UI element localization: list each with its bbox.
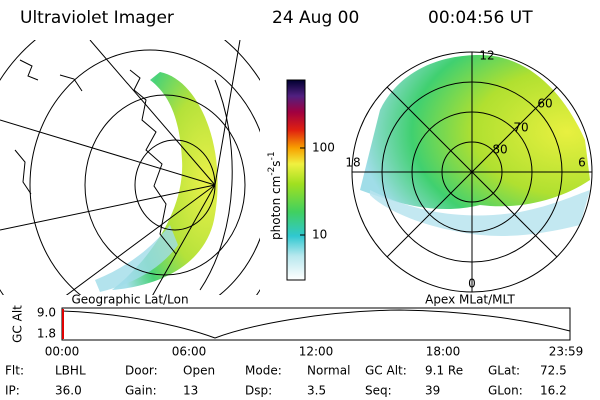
mlat-label: 70 <box>513 121 528 135</box>
status-label: Gain: <box>125 384 157 398</box>
status-value: 36.0 <box>55 384 82 398</box>
title: Ultraviolet Imager <box>20 8 174 28</box>
altitude-curve <box>61 309 571 339</box>
right-panel-label: Apex MLat/MLT <box>425 293 515 307</box>
status-label: Seq: <box>365 384 392 398</box>
status-label: GLon: <box>488 384 523 398</box>
altitude-ylabel: GC Alt <box>11 305 25 343</box>
status-value: Open <box>183 364 215 378</box>
colorbar-tick-label: 10 <box>312 228 327 242</box>
status-label: GC Alt: <box>365 364 407 378</box>
polar-grid <box>351 51 593 293</box>
status-value: LBHL <box>55 364 86 378</box>
mlt-label: 18 <box>345 156 360 170</box>
colorbar <box>286 79 306 281</box>
mlat-label: 80 <box>492 143 507 157</box>
status-value: 72.5 <box>540 364 567 378</box>
colorbar-label: photon cm-2s-1 <box>267 151 283 240</box>
status-label: Mode: <box>245 364 282 378</box>
colorbar-tick-label: 100 <box>312 141 335 155</box>
status-value: 9.1 Re <box>425 364 463 378</box>
altitude-xtick: 00:00 <box>45 345 80 359</box>
label-exp: -2 <box>267 167 277 176</box>
polar-image <box>360 55 590 236</box>
status-value: 3.5 <box>307 384 326 398</box>
label-text: photon cm <box>269 176 283 240</box>
altitude-xtick: 23:59 <box>549 345 584 359</box>
mlt-label: 12 <box>479 49 494 63</box>
status-label: IP: <box>5 384 20 398</box>
mlat-label: 60 <box>537 97 552 111</box>
status-value: 16.2 <box>540 384 567 398</box>
status-value: Normal <box>307 364 350 378</box>
status-panel: Flt: LBHL Door: Open Mode: Normal GC Alt: 9.1 R… <box>5 364 567 398</box>
date: 24 Aug 00 <box>272 8 359 28</box>
altitude-xtick: 12:00 <box>299 345 334 359</box>
altitude-ytick: 1.8 <box>37 327 56 341</box>
status-value: 39 <box>425 384 440 398</box>
altitude-frame <box>61 307 571 341</box>
status-label: GLat: <box>488 364 520 378</box>
status-value: 13 <box>183 384 198 398</box>
altitude-ytick: 9.0 <box>37 306 56 320</box>
mlt-label: 0 <box>468 277 476 291</box>
label-text: s <box>269 160 283 166</box>
status-label: Flt: <box>5 364 24 378</box>
altitude-xtick: 06:00 <box>172 345 207 359</box>
altitude-xtick: 18:00 <box>426 345 461 359</box>
mlt-label: 6 <box>578 156 586 170</box>
status-label: Door: <box>125 364 158 378</box>
geographic-image <box>0 40 260 295</box>
status-label: Dsp: <box>245 384 272 398</box>
left-panel-label: Geographic Lat/Lon <box>71 293 188 307</box>
time: 00:04:56 UT <box>428 8 533 28</box>
label-exp: -1 <box>267 151 277 160</box>
